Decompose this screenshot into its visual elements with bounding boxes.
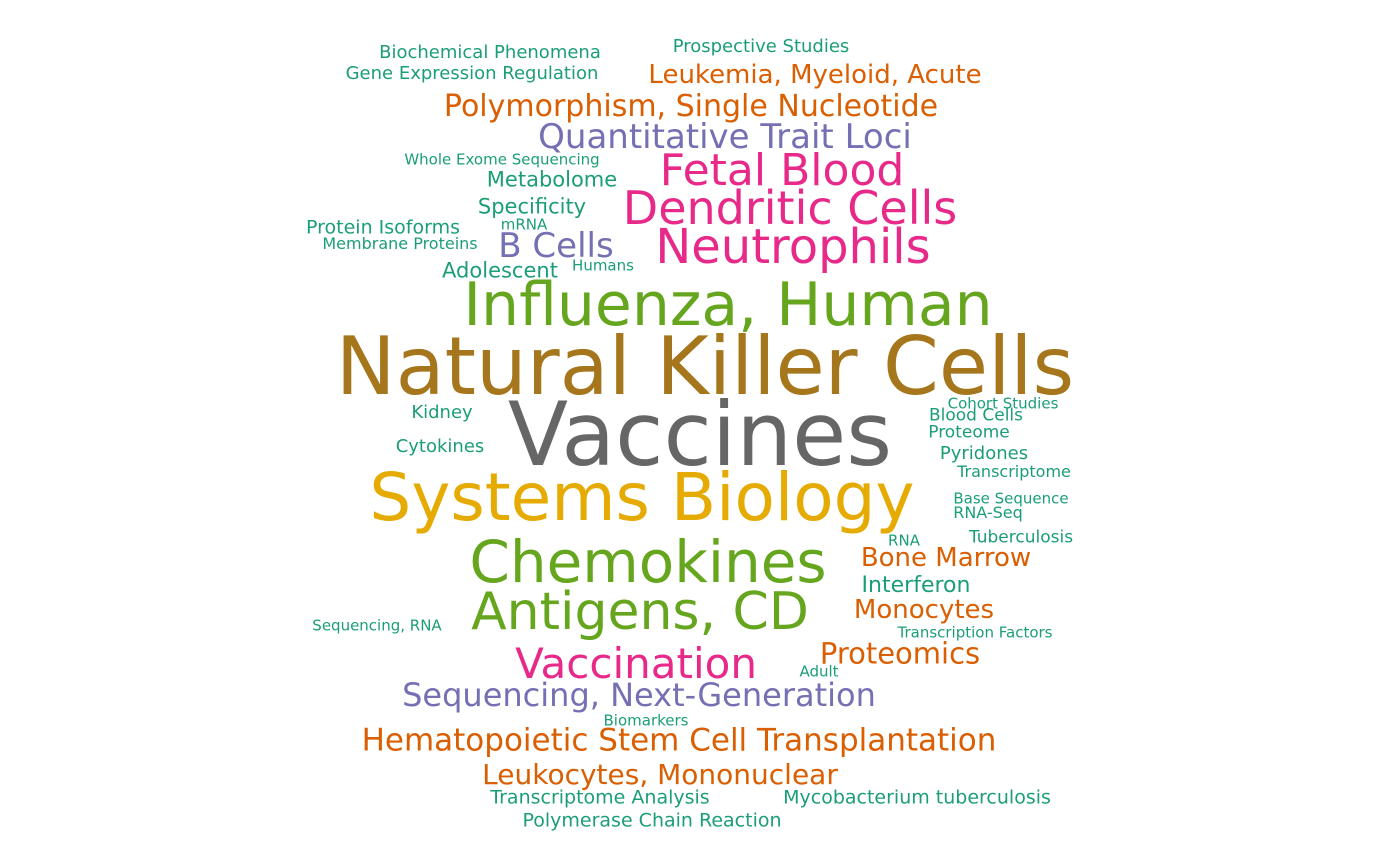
word-cytokines: Cytokines [395, 436, 485, 457]
word-biochemical-phenomena: Biochemical Phenomena [379, 42, 601, 63]
word-sequencing-next-generation: Sequencing, Next-Generation [402, 676, 876, 714]
word-bone-marrow: Bone Marrow [860, 543, 1032, 573]
word-biomarkers: Biomarkers [603, 711, 689, 730]
word-mrna: mRNA [500, 215, 548, 234]
word-influenza-human: Influenza, Human [463, 270, 993, 340]
word-adolescent: Adolescent [442, 258, 558, 283]
word-gene-expression-regulation: Gene Expression Regulation [345, 63, 599, 84]
word-vaccines: Vaccines [507, 383, 893, 486]
word-metabolome: Metabolome [486, 167, 618, 192]
word-transcriptome: Transcriptome [957, 462, 1071, 481]
word-kidney: Kidney [411, 402, 473, 423]
word-natural-killer-cells: Natural Killer Cells [335, 320, 1075, 413]
word-chemokines: Chemokines [469, 528, 827, 596]
word-specificity: Specificity [477, 194, 587, 219]
word-monocytes: Monocytes [853, 595, 995, 625]
word-whole-exome-sequencing: Whole Exome Sequencing [404, 150, 600, 169]
word-cohort-studies: Cohort Studies [947, 394, 1059, 413]
word-neutrophils: Neutrophils [655, 219, 931, 275]
word-b-cells: B Cells [498, 226, 614, 266]
word-pyridones: Pyridones [939, 443, 1029, 464]
word-proteomics: Proteomics [819, 636, 981, 671]
word-hematopoietic-stem-cell-transplantation: Hematopoietic Stem Cell Transplantation [361, 722, 997, 759]
word-vaccination: Vaccination [515, 639, 757, 688]
word-adult: Adult [799, 662, 839, 681]
word-protein-isoforms: Protein Isoforms [306, 216, 460, 239]
word-interferon: Interferon [861, 573, 971, 598]
word-quantitative-trait-loci: Quantitative Trait Loci [538, 117, 912, 157]
word-fetal-blood: Fetal Blood [659, 145, 905, 196]
word-polymerase-chain-reaction: Polymerase Chain Reaction [522, 809, 782, 832]
word-prospective-studies: Prospective Studies [672, 36, 850, 57]
word-transcriptome-analysis: Transcriptome Analysis [490, 786, 710, 809]
word-leukocytes-mononuclear: Leukocytes, Mononuclear [482, 758, 838, 791]
word-tuberculosis: Tuberculosis [968, 527, 1074, 548]
word-base-sequence: Base Sequence [953, 489, 1069, 508]
word-humans: Humans [572, 256, 634, 275]
word-dendritic-cells: Dendritic Cells [622, 181, 958, 235]
word-blood-cells: Blood Cells [928, 405, 1024, 426]
word-mycobacterium-tuberculosis: Mycobacterium tuberculosis [783, 786, 1051, 809]
word-antigens-cd: Antigens, CD [471, 582, 809, 642]
word-rna: RNA [888, 531, 920, 550]
word-proteome: Proteome [928, 422, 1010, 443]
word-leukemia-myeloid-acute: Leukemia, Myeloid, Acute [648, 60, 982, 90]
word-rna-seq: RNA-Seq [953, 503, 1023, 522]
word-polymorphism-single-nucleotide: Polymorphism, Single Nucleotide [443, 89, 939, 124]
word-sequencing-rna: Sequencing, RNA [312, 616, 442, 635]
word-membrane-proteins: Membrane Proteins [322, 234, 478, 253]
word-systems-biology: Systems Biology [369, 459, 915, 536]
word-transcription-factors: Transcription Factors [897, 623, 1053, 642]
